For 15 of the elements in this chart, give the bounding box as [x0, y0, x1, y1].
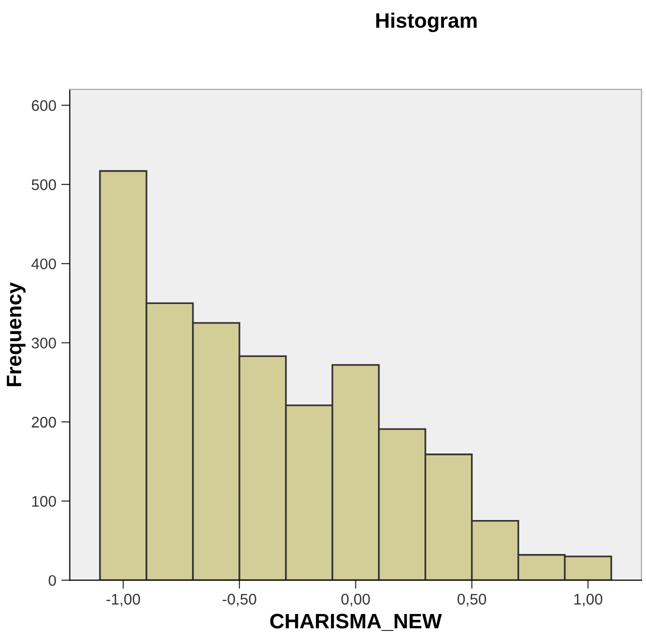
x-tick-label: 0,50 — [458, 594, 486, 606]
y-axis-title: Frequency — [6, 282, 26, 386]
chart-title: Histogram — [376, 12, 477, 32]
y-tick-label: 100 — [32, 496, 56, 507]
y-tick-label: 500 — [32, 179, 56, 190]
y-tick-label: 300 — [32, 338, 56, 348]
x-axis-title: CHARISMA_NEW — [270, 614, 442, 631]
x-tick-label: -0,50 — [222, 594, 256, 606]
y-tick-label: 400 — [31, 258, 56, 270]
y-tick-label: 600 — [32, 100, 56, 111]
y-tick-label: 200 — [32, 416, 56, 428]
y-tick-label: 0 — [48, 575, 56, 586]
x-tick-label: 1,00 — [574, 594, 602, 606]
x-tick-label: -1,00 — [106, 594, 140, 606]
x-tick-label: 0,00 — [341, 594, 370, 606]
